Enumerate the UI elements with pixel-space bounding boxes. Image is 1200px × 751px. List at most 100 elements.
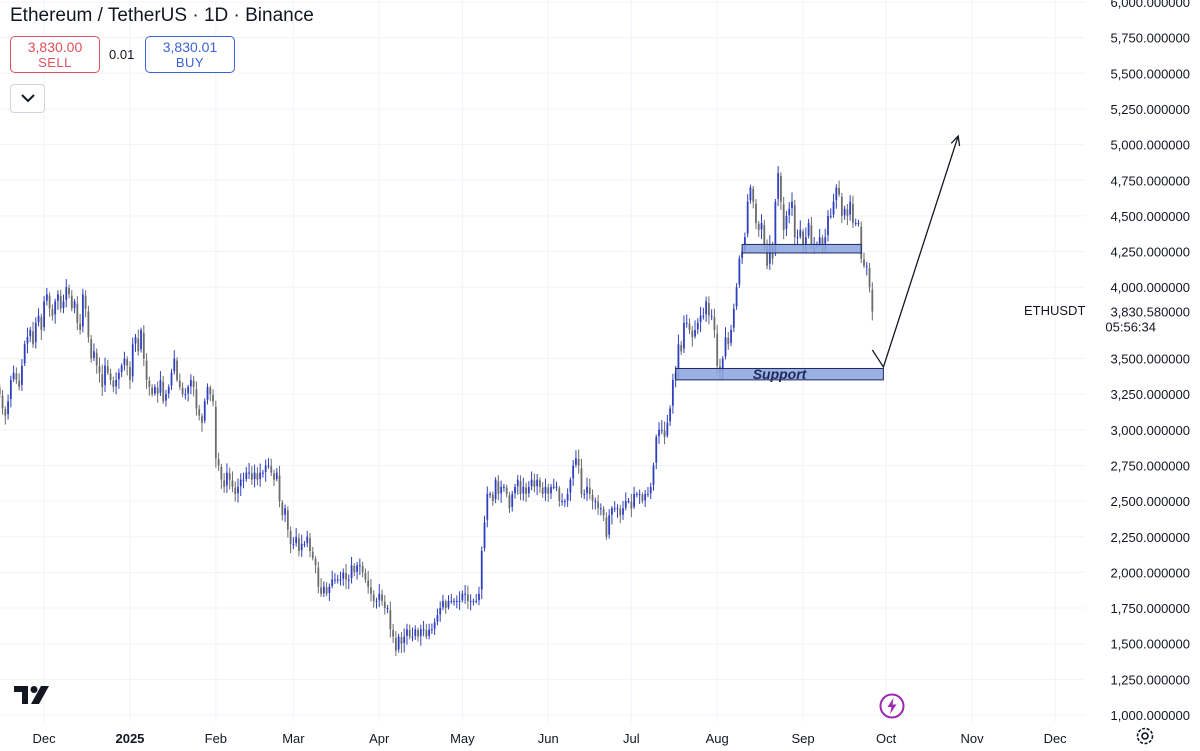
candle-body [453,600,455,602]
candle-body [23,344,26,364]
candle-body [248,472,250,474]
candle-body [264,465,267,472]
candle-body [777,173,780,199]
resistance-zone[interactable] [741,243,862,254]
candle-body [608,515,611,535]
candle-body [514,486,516,494]
candle-body [802,231,804,245]
candle-body [45,294,48,301]
candle-body [760,223,763,230]
spread-value: 0.01 [109,47,135,62]
candle-body [314,558,317,566]
time-tick-label: Apr [369,731,390,746]
candle-body [231,480,234,487]
candle-body [284,508,286,515]
gear-icon[interactable] [1135,726,1155,751]
candle-body [627,501,630,503]
time-axis[interactable]: Dec 2025 Feb Mar Apr May Jun Jul Aug Sep Oct Nov Dec [33,731,1068,746]
candle-body [73,301,76,308]
candle-body [497,481,500,494]
candle-body [669,408,672,422]
time-tick-label: Mar [282,731,305,746]
candle-body [641,494,644,502]
candle-body [732,308,735,328]
candle-body [522,486,525,494]
candle-body [766,246,768,266]
candle-body [98,366,101,373]
candle-body [145,360,148,380]
candle-body [129,367,131,380]
candle-body [685,322,688,324]
candle-body [461,593,464,601]
candle-body [530,479,533,487]
candle-body [422,629,425,631]
candle-body [419,629,422,636]
sell-price: 3,830.00 [27,39,83,55]
candle-body [59,295,62,309]
candle-body [237,486,239,494]
sell-button[interactable]: 3,830.00 SELL [10,36,100,73]
candle-body [57,294,59,301]
candle-body [469,600,472,602]
candle-body [505,487,508,494]
candle-body [494,479,497,499]
candle-body [262,472,264,474]
candle-body [433,622,436,629]
candle-body [569,479,572,493]
candle-body [356,565,358,572]
candle-body [586,486,588,494]
lightning-icon[interactable] [879,693,905,724]
candle-body [516,479,519,487]
candle-body [325,587,328,594]
candle-body [79,323,81,330]
candle-body [857,223,860,225]
buy-button[interactable]: 3,830.01 BUY [145,36,235,73]
support-zone-label: Support [753,366,808,382]
price-tick-label: 1,500.000000 [1110,637,1190,652]
candle-body [652,465,655,485]
candle-body [541,487,544,494]
collapse-legend-button[interactable] [10,84,45,113]
candle-body [214,406,217,459]
buy-label: BUY [175,55,205,70]
candle-body [550,486,552,494]
candle-body [148,380,151,388]
candle-body [580,468,583,494]
candle-body [234,487,237,494]
candle-body [511,493,514,507]
price-tick-label: 6,000.000000 [1110,0,1190,10]
candle-body [153,387,156,394]
tradingview-logo-icon[interactable] [14,686,50,709]
candle-body [724,337,727,357]
price-tick-label: 5,000.000000 [1110,138,1190,153]
candle-body [228,473,231,480]
candle-body [768,244,771,264]
candle-body [638,493,641,495]
candle-body [367,580,370,587]
candle-body [591,494,594,502]
candle-body [184,394,187,396]
candle-body [752,188,755,202]
candle-body [525,487,527,494]
time-tick-label: Feb [205,731,227,746]
candle-body [408,630,411,637]
candle-body [846,209,849,216]
candle-body [134,337,137,344]
price-tick-label: 3,250.000000 [1110,387,1190,402]
candle-body [450,600,453,602]
projection-arrow[interactable] [871,135,959,369]
candle-body [721,358,724,372]
candle-body [37,315,40,323]
price-tick-label: 3,500.000000 [1110,352,1190,367]
time-tick-label: 2025 [115,731,144,746]
candle-body [209,387,212,395]
candle-body [666,422,669,436]
candle-body [793,205,796,238]
candle-body [400,637,403,644]
price-axis[interactable]: 6,000.000000 5,750.000000 5,500.000000 5,25… [1105,0,1190,723]
candle-body [226,472,228,486]
candle-body [707,302,710,316]
candle-body [347,579,350,581]
support-zone[interactable] [675,367,884,381]
